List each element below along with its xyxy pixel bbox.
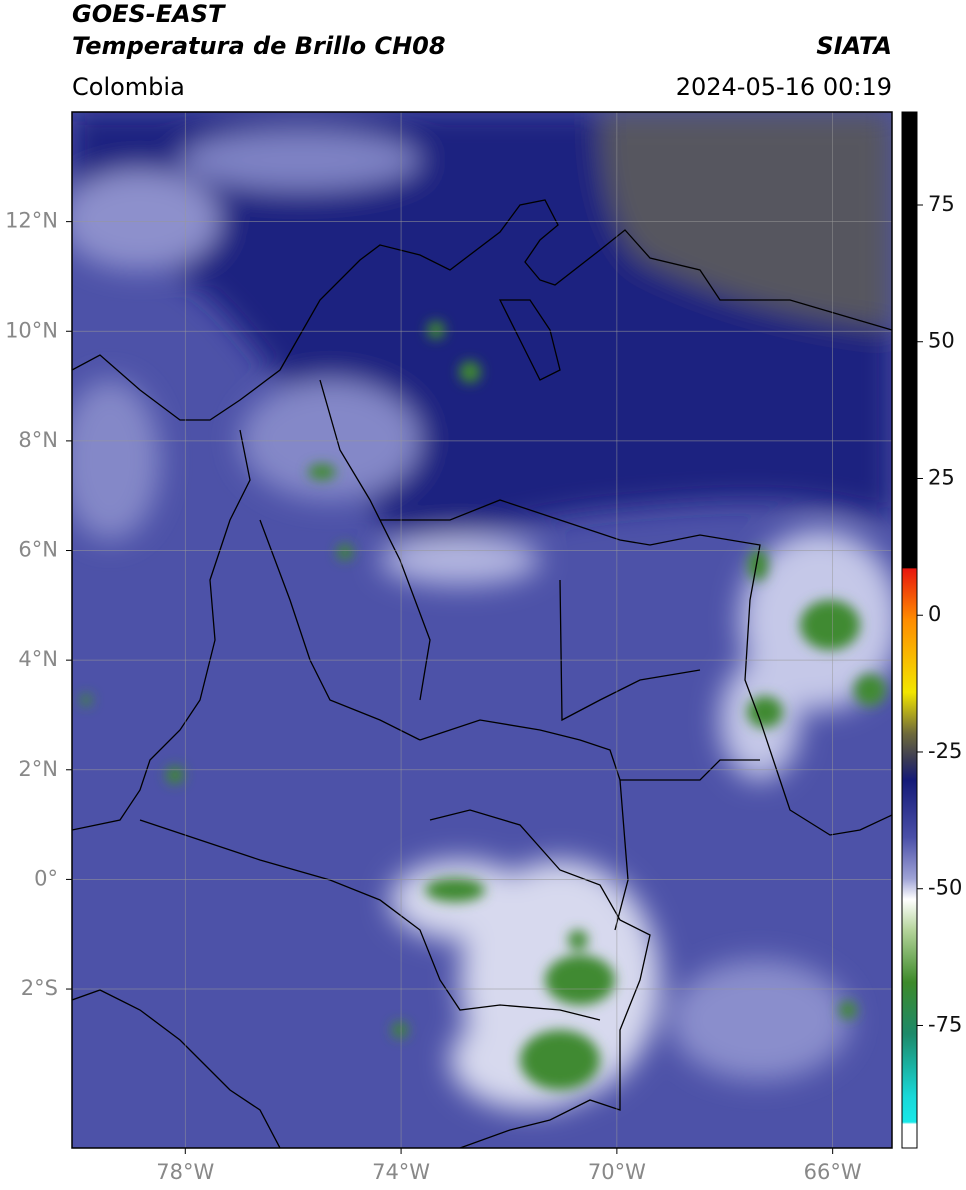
colorbar-tick-label: 50: [928, 329, 955, 353]
colorbar-tick-label: 0: [928, 602, 941, 626]
datetime-label: 2024-05-16 00:19: [676, 73, 892, 101]
source-label: SIATA: [816, 32, 892, 60]
y-tick-label: 6°N: [18, 538, 58, 562]
map-frame: [71, 111, 893, 1149]
y-tick-label: 2°S: [21, 976, 58, 1000]
y-tick-label: 8°N: [18, 428, 58, 452]
satellite-title: GOES-EAST: [72, 0, 226, 28]
y-tick-label: 2°N: [18, 757, 58, 781]
x-tick-label: 66°W: [804, 1160, 862, 1184]
colorbar-tick-label: -75: [928, 1012, 962, 1036]
y-tick-label: 12°N: [5, 209, 58, 233]
x-tick-label: 70°W: [588, 1160, 646, 1184]
product-title: Temperatura de Brillo CH08: [72, 32, 446, 60]
colorbar-tick-label: -25: [928, 739, 962, 763]
colorbar-tick-label: -50: [928, 876, 962, 900]
x-tick-label: 74°W: [372, 1160, 430, 1184]
satellite-image: [72, 112, 892, 1148]
y-tick-label: 10°N: [5, 318, 58, 342]
y-tick-label: 0°: [34, 866, 58, 890]
y-tick-label: 4°N: [18, 647, 58, 671]
colorbar-tick-label: 25: [928, 465, 955, 489]
colorbar: [901, 111, 918, 1149]
region-label: Colombia: [72, 73, 185, 101]
x-tick-label: 78°W: [156, 1160, 214, 1184]
colorbar-tick-label: 75: [928, 192, 955, 216]
